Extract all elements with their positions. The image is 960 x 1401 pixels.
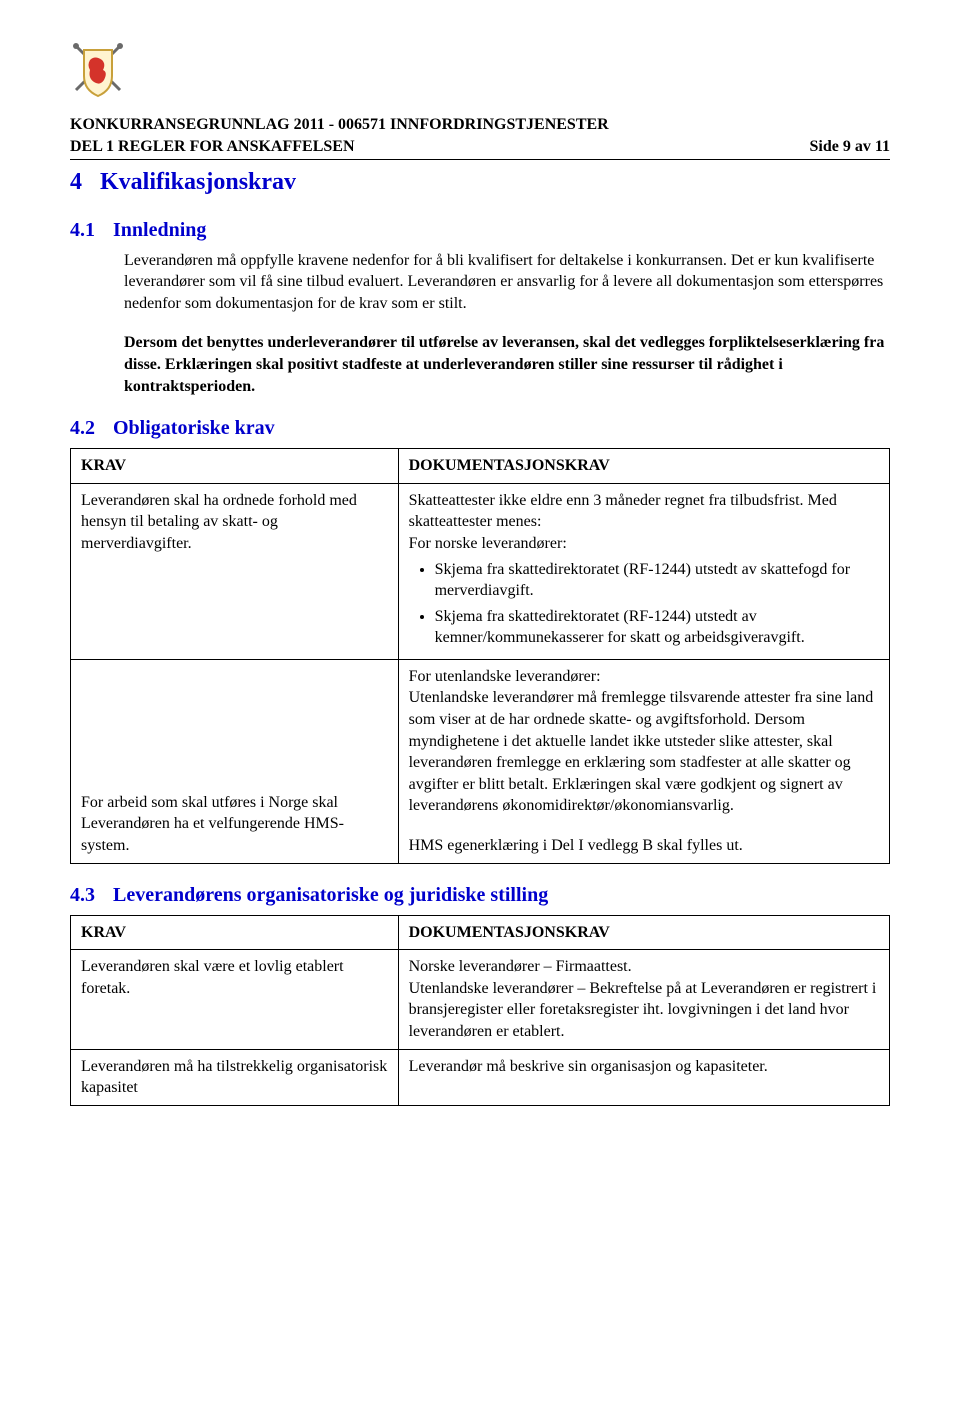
paragraph: For arbeid som skal utføres i Norge skal… [81, 792, 388, 857]
section-number: 4 [70, 166, 82, 198]
cell-dok: Leverandør må beskrive sin organisasjon … [398, 1049, 889, 1105]
subsection-4-2-heading: 4.2 Obligatoriske krav [70, 415, 890, 442]
column-header-dok: DOKUMENTASJONSKRAV [398, 449, 889, 484]
cell-krav: Leverandøren skal ha ordnede forhold med… [71, 483, 399, 659]
list-item: Skjema fra skattedirektoratet (RF-1244) … [435, 559, 879, 602]
list-item: Skjema fra skattedirektoratet (RF-1244) … [435, 606, 879, 649]
paragraph: Leverandøren må oppfylle kravene nedenfo… [124, 250, 890, 315]
subsection-title: Leverandørens organisatoriske og juridis… [113, 882, 548, 909]
cell-dok: Skatteattester ikke eldre enn 3 måneder … [398, 483, 889, 659]
table-row: Leverandøren skal ha ordnede forhold med… [71, 483, 890, 659]
table-row: Leverandøren må ha tilstrekkelig organis… [71, 1049, 890, 1105]
paragraph-bold: Dersom det benyttes underleverandører ti… [124, 332, 890, 397]
table-row: Leverandøren skal være et lovlig etabler… [71, 950, 890, 1049]
cell-krav: For arbeid som skal utføres i Norge skal… [71, 659, 399, 863]
table-organisatorisk-stilling: KRAV DOKUMENTASJONSKRAV Leverandøren ska… [70, 915, 890, 1106]
bullet-list: Skjema fra skattedirektoratet (RF-1244) … [435, 559, 879, 649]
paragraph: Utenlandske leverandører må fremlegge ti… [409, 687, 879, 817]
paragraph: For utenlandske leverandører: [409, 666, 879, 688]
subsection-number: 4.2 [70, 415, 95, 442]
header-title-line1: KONKURRANSEGRUNNLAG 2011 - 006571 INNFOR… [70, 114, 890, 136]
table-header-row: KRAV DOKUMENTASJONSKRAV [71, 915, 890, 950]
table-header-row: KRAV DOKUMENTASJONSKRAV [71, 449, 890, 484]
paragraph: For norske leverandører: [409, 533, 879, 555]
subsection-title: Innledning [113, 217, 206, 244]
cell-krav: Leverandøren skal være et lovlig etabler… [71, 950, 399, 1049]
section-4-heading: 4 Kvalifikasjonskrav [70, 166, 890, 198]
section-title: Kvalifikasjonskrav [100, 166, 296, 198]
subsection-4-3-heading: 4.3 Leverandørens organisatoriske og jur… [70, 882, 890, 909]
logo-crest [70, 40, 126, 104]
paragraph: Skatteattester ikke eldre enn 3 måneder … [409, 490, 879, 533]
cell-dok: Norske leverandører – Firmaattest. Utenl… [398, 950, 889, 1049]
table-row: For arbeid som skal utføres i Norge skal… [71, 659, 890, 863]
table-obligatoriske-krav: KRAV DOKUMENTASJONSKRAV Leverandøren ska… [70, 448, 890, 864]
paragraph: HMS egenerklæring i Del I vedlegg B skal… [409, 835, 879, 857]
column-header-dok: DOKUMENTASJONSKRAV [398, 915, 889, 950]
subsection-number: 4.1 [70, 217, 95, 244]
paragraph: Utenlandske leverandører – Bekreftelse p… [409, 978, 879, 1043]
header-title-line2: DEL 1 REGLER FOR ANSKAFFELSEN [70, 136, 355, 158]
subsection-number: 4.3 [70, 882, 95, 909]
subsection-4-1-heading: 4.1 Innledning [70, 217, 890, 244]
page-number: Side 9 av 11 [810, 136, 890, 158]
subsection-4-1-body: Leverandøren må oppfylle kravene nedenfo… [124, 250, 890, 398]
cell-dok: For utenlandske leverandører: Utenlandsk… [398, 659, 889, 863]
document-header: KONKURRANSEGRUNNLAG 2011 - 006571 INNFOR… [70, 114, 890, 160]
paragraph: Norske leverandører – Firmaattest. [409, 956, 879, 978]
cell-krav: Leverandøren må ha tilstrekkelig organis… [71, 1049, 399, 1105]
column-header-krav: KRAV [71, 915, 399, 950]
column-header-krav: KRAV [71, 449, 399, 484]
subsection-title: Obligatoriske krav [113, 415, 275, 442]
